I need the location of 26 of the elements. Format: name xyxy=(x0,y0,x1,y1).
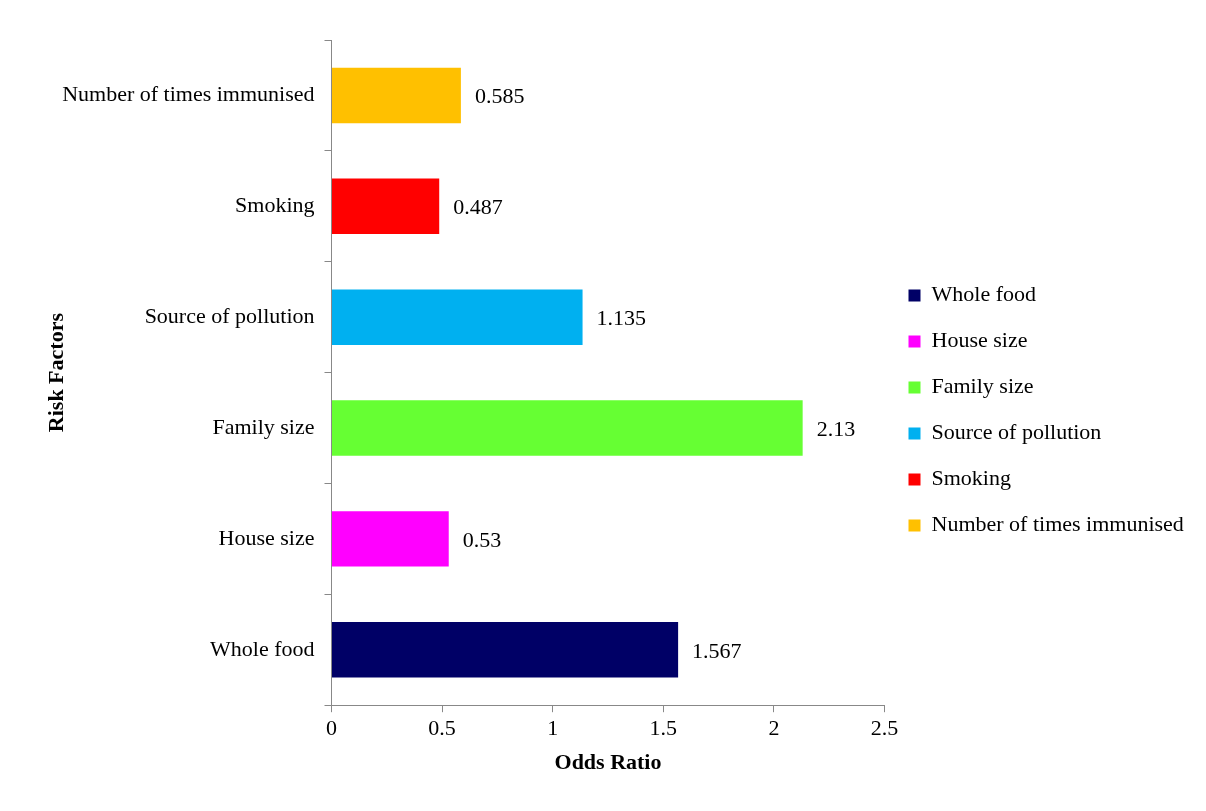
legend-label: Family size xyxy=(931,373,1034,399)
data-label: 2.13 xyxy=(816,415,856,441)
legend-label: House size xyxy=(931,327,1028,353)
data-label: 0.487 xyxy=(453,194,503,220)
y-tick-label: Family size xyxy=(212,413,315,439)
y-tick-label: Whole food xyxy=(210,635,315,661)
legend-label: Whole food xyxy=(931,281,1036,307)
data-label: 0.585 xyxy=(474,83,525,109)
x-tick-label: 2 xyxy=(768,715,780,741)
legend-label: Smoking xyxy=(931,465,1011,491)
legend-label: Number of times immunised xyxy=(931,511,1184,537)
data-label: 1.567 xyxy=(692,637,742,663)
y-tick-label: House size xyxy=(218,524,315,550)
legend-label: Source of pollution xyxy=(931,419,1102,445)
x-tick-label: 0 xyxy=(326,715,337,741)
data-label: 1.135 xyxy=(596,304,647,330)
data-label: 0.53 xyxy=(462,526,502,552)
x-tick-label: 0.5 xyxy=(428,715,456,741)
y-tick-label: Number of times immunised xyxy=(62,81,315,107)
x-axis-title: Odds Ratio xyxy=(554,749,662,775)
x-tick-label: 2.5 xyxy=(870,715,899,741)
y-axis-title: Risk Factors xyxy=(42,312,68,433)
y-tick-label: Source of pollution xyxy=(144,302,315,328)
y-tick-label: Smoking xyxy=(235,192,315,218)
x-tick-label: 1 xyxy=(547,715,559,741)
x-tick-label: 1.5 xyxy=(649,715,678,741)
